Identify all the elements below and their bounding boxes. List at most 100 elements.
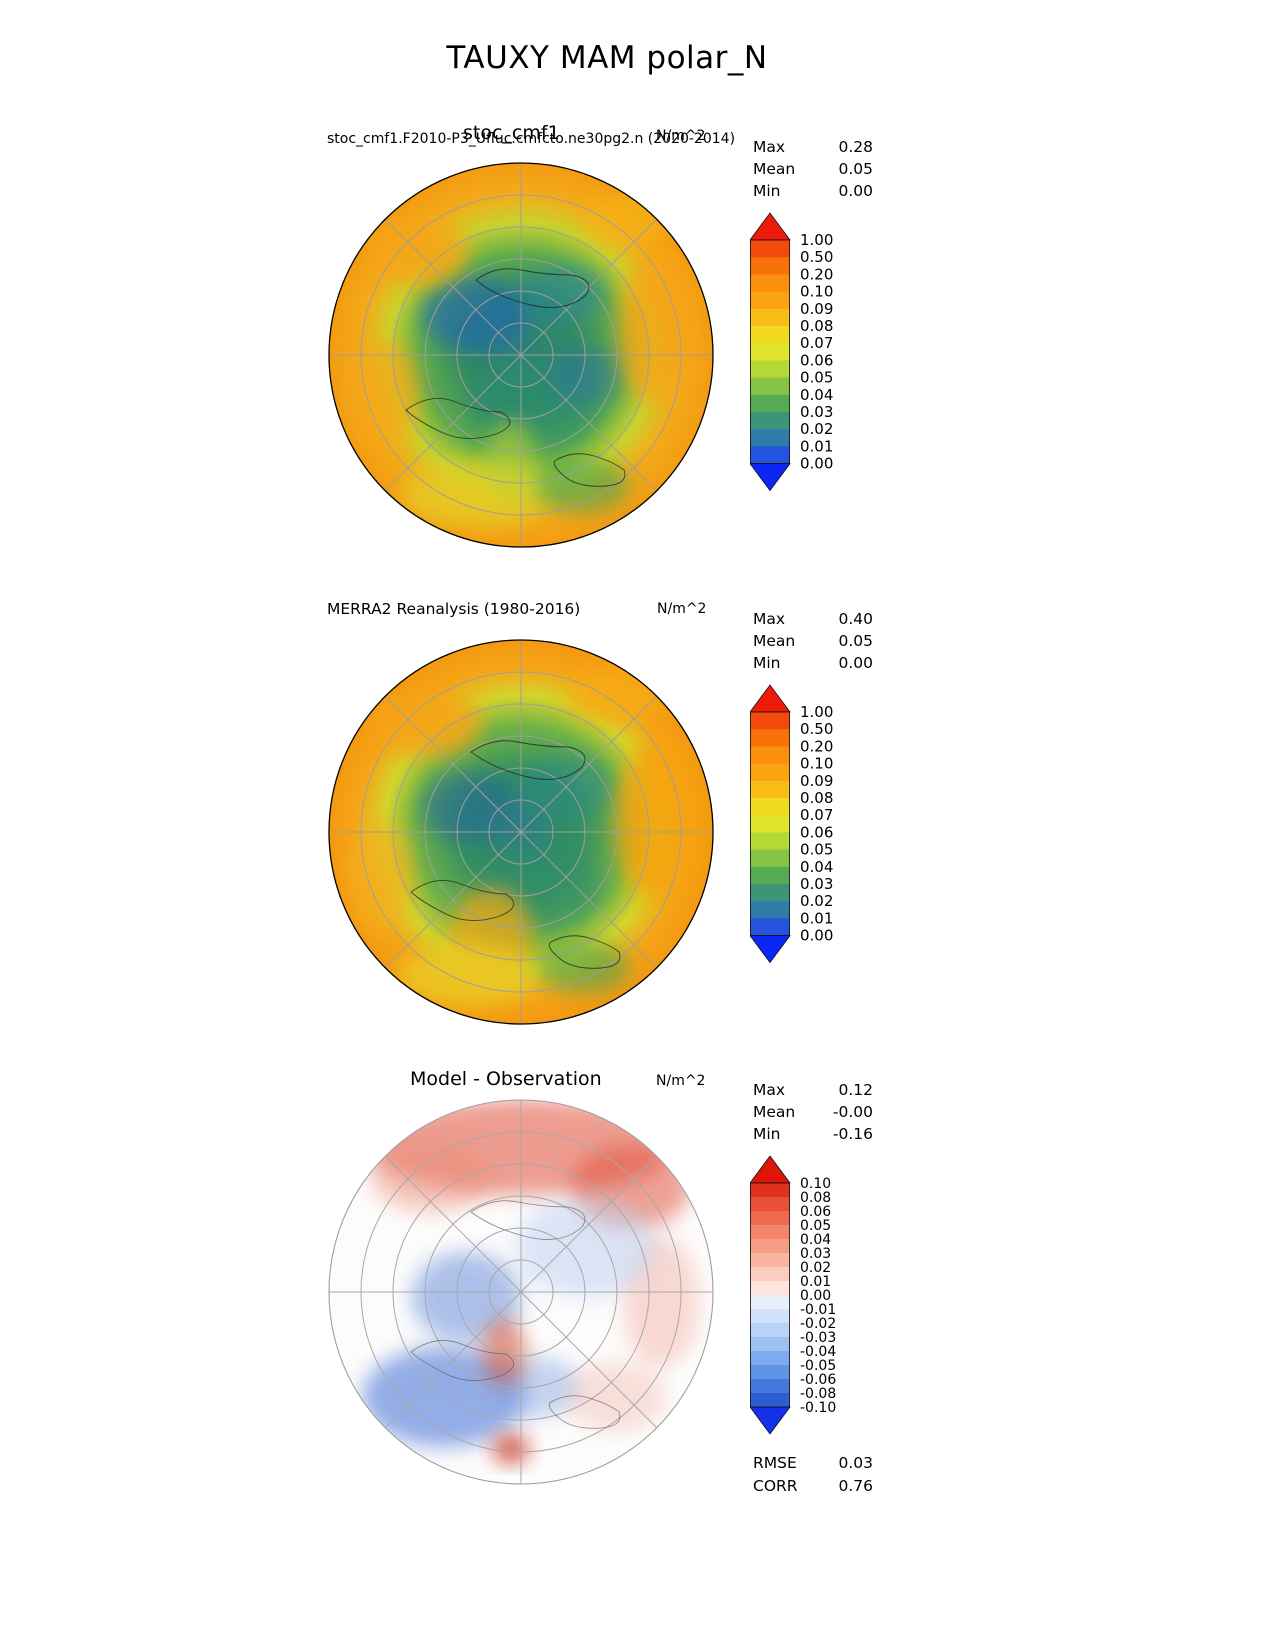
panel-model-units: N/m^2 bbox=[656, 128, 706, 144]
diff-metrics: RMSE 0.03 CORR 0.76 bbox=[753, 1452, 873, 1498]
svg-text:0.20: 0.20 bbox=[800, 265, 833, 283]
stat-max: Max 0.28 bbox=[753, 136, 873, 158]
svg-text:0.02: 0.02 bbox=[800, 1260, 831, 1276]
svg-text:0.05: 0.05 bbox=[800, 369, 833, 387]
figure-title: TAUXY MAM polar_N bbox=[446, 40, 768, 76]
stat-corr-value: 0.76 bbox=[838, 1477, 873, 1495]
stat-max-value: 0.40 bbox=[838, 610, 873, 628]
polar-map-model-svg bbox=[328, 162, 714, 548]
coastlines bbox=[410, 1200, 621, 1429]
svg-text:0.05: 0.05 bbox=[800, 1218, 831, 1234]
svg-text:0.04: 0.04 bbox=[800, 1232, 831, 1248]
panel-model-stats: Max 0.28 Mean 0.05 Min 0.00 bbox=[753, 136, 873, 202]
graticule bbox=[329, 640, 713, 1024]
coastlines bbox=[410, 740, 621, 969]
stat-max-label: Max bbox=[753, 138, 786, 156]
polar-map-diff bbox=[326, 1097, 716, 1487]
svg-text:-0.04: -0.04 bbox=[800, 1344, 836, 1360]
svg-text:0.08: 0.08 bbox=[800, 317, 833, 335]
coastlines bbox=[405, 268, 626, 487]
stat-rmse-value: 0.03 bbox=[838, 1454, 873, 1472]
svg-text:0.02: 0.02 bbox=[800, 420, 833, 438]
svg-text:0.10: 0.10 bbox=[800, 755, 833, 773]
svg-text:0.07: 0.07 bbox=[800, 806, 833, 824]
stat-mean-value: 0.05 bbox=[838, 632, 873, 650]
svg-text:-0.02: -0.02 bbox=[800, 1316, 836, 1332]
stat-min-value: -0.16 bbox=[832, 1125, 873, 1143]
svg-text:0.50: 0.50 bbox=[800, 720, 833, 738]
map-boundary bbox=[328, 162, 714, 548]
svg-text:-0.06: -0.06 bbox=[800, 1372, 836, 1388]
stat-min-value: 0.00 bbox=[838, 182, 873, 200]
panel-obs-units: N/m^2 bbox=[657, 601, 707, 617]
polar-map-diff-svg bbox=[328, 1099, 714, 1485]
map-boundary bbox=[328, 639, 714, 1025]
stat-min-label: Min bbox=[753, 182, 781, 200]
stat-min-label: Min bbox=[753, 654, 781, 672]
svg-text:0.06: 0.06 bbox=[800, 823, 833, 841]
stat-min-value: 0.00 bbox=[838, 654, 873, 672]
stat-max-value: 0.28 bbox=[838, 138, 873, 156]
stat-mean-label: Mean bbox=[753, 1103, 796, 1121]
svg-text:0.09: 0.09 bbox=[800, 772, 833, 790]
graticule bbox=[329, 163, 713, 547]
svg-text:1.00: 1.00 bbox=[800, 703, 833, 721]
svg-text:0.00: 0.00 bbox=[800, 927, 833, 945]
stat-rmse-label: RMSE bbox=[753, 1454, 797, 1472]
stat-max: Max 0.12 bbox=[753, 1079, 873, 1101]
stat-max-label: Max bbox=[753, 610, 786, 628]
panel-obs-stats: Max 0.40 Mean 0.05 Min 0.00 bbox=[753, 608, 873, 674]
stat-mean: Mean 0.05 bbox=[753, 630, 873, 652]
panel-diff-units: N/m^2 bbox=[656, 1073, 706, 1089]
stat-corr-label: CORR bbox=[753, 1477, 798, 1495]
svg-text:-0.01: -0.01 bbox=[800, 1302, 836, 1318]
svg-text:0.01: 0.01 bbox=[800, 909, 833, 927]
svg-text:0.06: 0.06 bbox=[800, 1204, 831, 1220]
svg-text:0.09: 0.09 bbox=[800, 300, 833, 318]
svg-text:-0.03: -0.03 bbox=[800, 1330, 836, 1346]
svg-text:0.06: 0.06 bbox=[800, 351, 833, 369]
stat-max-value: 0.12 bbox=[838, 1081, 873, 1099]
stat-mean-label: Mean bbox=[753, 160, 796, 178]
stat-min-label: Min bbox=[753, 1125, 781, 1143]
polar-map-model bbox=[326, 160, 716, 550]
svg-text:0.03: 0.03 bbox=[800, 403, 833, 421]
stat-max: Max 0.40 bbox=[753, 608, 873, 630]
panel-obs-title: MERRA2 Reanalysis (1980-2016) bbox=[327, 600, 581, 618]
svg-text:0.00: 0.00 bbox=[800, 1288, 831, 1304]
stat-rmse: RMSE 0.03 bbox=[753, 1452, 873, 1475]
panel-diff-stats: Max 0.12 Mean -0.00 Min -0.16 bbox=[753, 1079, 873, 1145]
svg-text:0.08: 0.08 bbox=[800, 789, 833, 807]
svg-text:0.00: 0.00 bbox=[800, 455, 833, 473]
stat-mean: Mean -0.00 bbox=[753, 1101, 873, 1123]
svg-text:-0.08: -0.08 bbox=[800, 1386, 836, 1402]
panel-diff-title: Model - Observation bbox=[410, 1068, 602, 1090]
colorbar-model: 1.00 0.50 0.20 0.10 0.09 0.08 0.07 0.06 0.05 0.04… bbox=[749, 212, 862, 506]
svg-text:0.05: 0.05 bbox=[800, 841, 833, 859]
stat-min: Min -0.16 bbox=[753, 1123, 873, 1145]
panel-model-title: stoc_cmf1 bbox=[463, 122, 560, 144]
stat-mean-label: Mean bbox=[753, 632, 796, 650]
stat-mean-value: 0.05 bbox=[838, 160, 873, 178]
svg-text:0.04: 0.04 bbox=[800, 858, 833, 876]
svg-text:0.50: 0.50 bbox=[800, 248, 833, 266]
panel-model-case-label: stoc_cmf1.F2010-P3_Ufluc.cmfcto.ne30pg2.… bbox=[327, 131, 736, 147]
stat-min: Min 0.00 bbox=[753, 652, 873, 674]
svg-text:0.07: 0.07 bbox=[800, 334, 833, 352]
map-boundary bbox=[328, 1099, 714, 1485]
svg-text:0.03: 0.03 bbox=[800, 1246, 831, 1262]
polar-map-obs bbox=[326, 637, 716, 1027]
colorbar-diff: 0.10 0.08 0.06 0.05 0.04 0.03 0.02 0.01 0.00 -0.0… bbox=[749, 1155, 862, 1449]
svg-text:0.01: 0.01 bbox=[800, 1274, 831, 1290]
svg-text:0.08: 0.08 bbox=[800, 1190, 831, 1206]
colorbar-obs: 1.00 0.50 0.20 0.10 0.09 0.08 0.07 0.06 0.05 0.04… bbox=[749, 684, 862, 978]
svg-text:0.20: 0.20 bbox=[800, 737, 833, 755]
svg-text:0.04: 0.04 bbox=[800, 386, 833, 404]
polar-map-obs-svg bbox=[328, 639, 714, 1025]
stat-corr: CORR 0.76 bbox=[753, 1475, 873, 1498]
svg-text:0.10: 0.10 bbox=[800, 1176, 831, 1192]
stat-mean-value: -0.00 bbox=[832, 1103, 873, 1121]
graticule bbox=[329, 1100, 713, 1484]
stat-max-label: Max bbox=[753, 1081, 786, 1099]
